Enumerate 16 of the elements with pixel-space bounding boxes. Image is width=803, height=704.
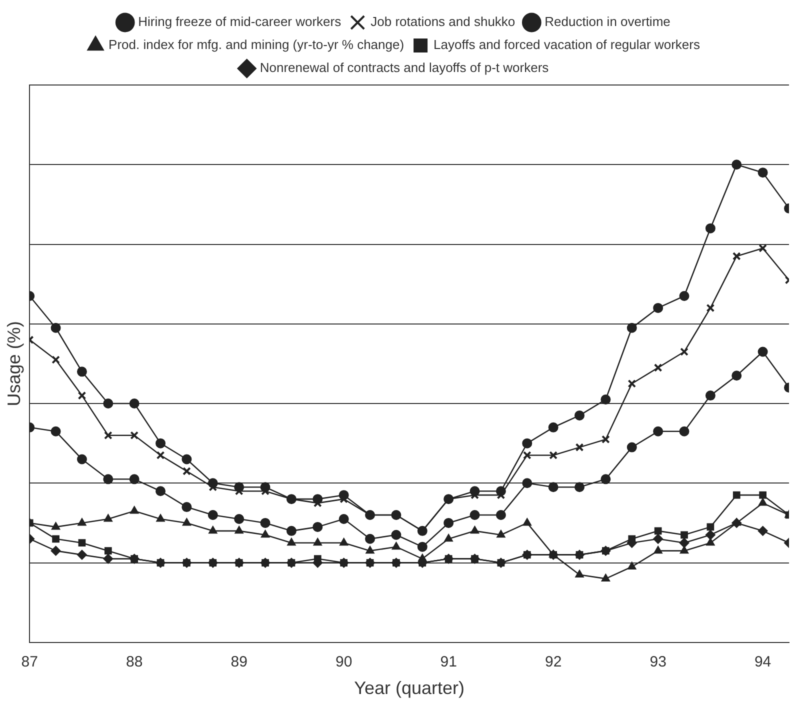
legend-label: Reduction in overtime: [544, 14, 670, 30]
x-tick-label: 89: [230, 654, 248, 671]
legend-label: Job rotations and shukko: [370, 14, 516, 30]
x-tick-label: 93: [650, 654, 666, 671]
legend-label: Hiring freeze of mid-career workers: [138, 14, 342, 30]
x-tick-label: 91: [440, 654, 457, 671]
x-tick-label: 88: [126, 654, 143, 671]
x-tick-label: 94: [754, 654, 772, 671]
x-tick-label: 90: [335, 654, 352, 671]
legend-label: Prod. index for mfg. and mining (yr-to-yr % change): [108, 37, 404, 52]
x-axis-title: Year (quarter): [354, 678, 464, 698]
x-tick-label: 87: [21, 654, 38, 671]
y-axis-title: Usage (%): [4, 321, 24, 406]
x-tick-label: 92: [544, 654, 562, 671]
legend-label: Layoffs and forced vacation of regular workers: [434, 37, 700, 52]
legend-label: Nonrenewal of contracts and layoffs of p-t workers: [260, 60, 550, 76]
